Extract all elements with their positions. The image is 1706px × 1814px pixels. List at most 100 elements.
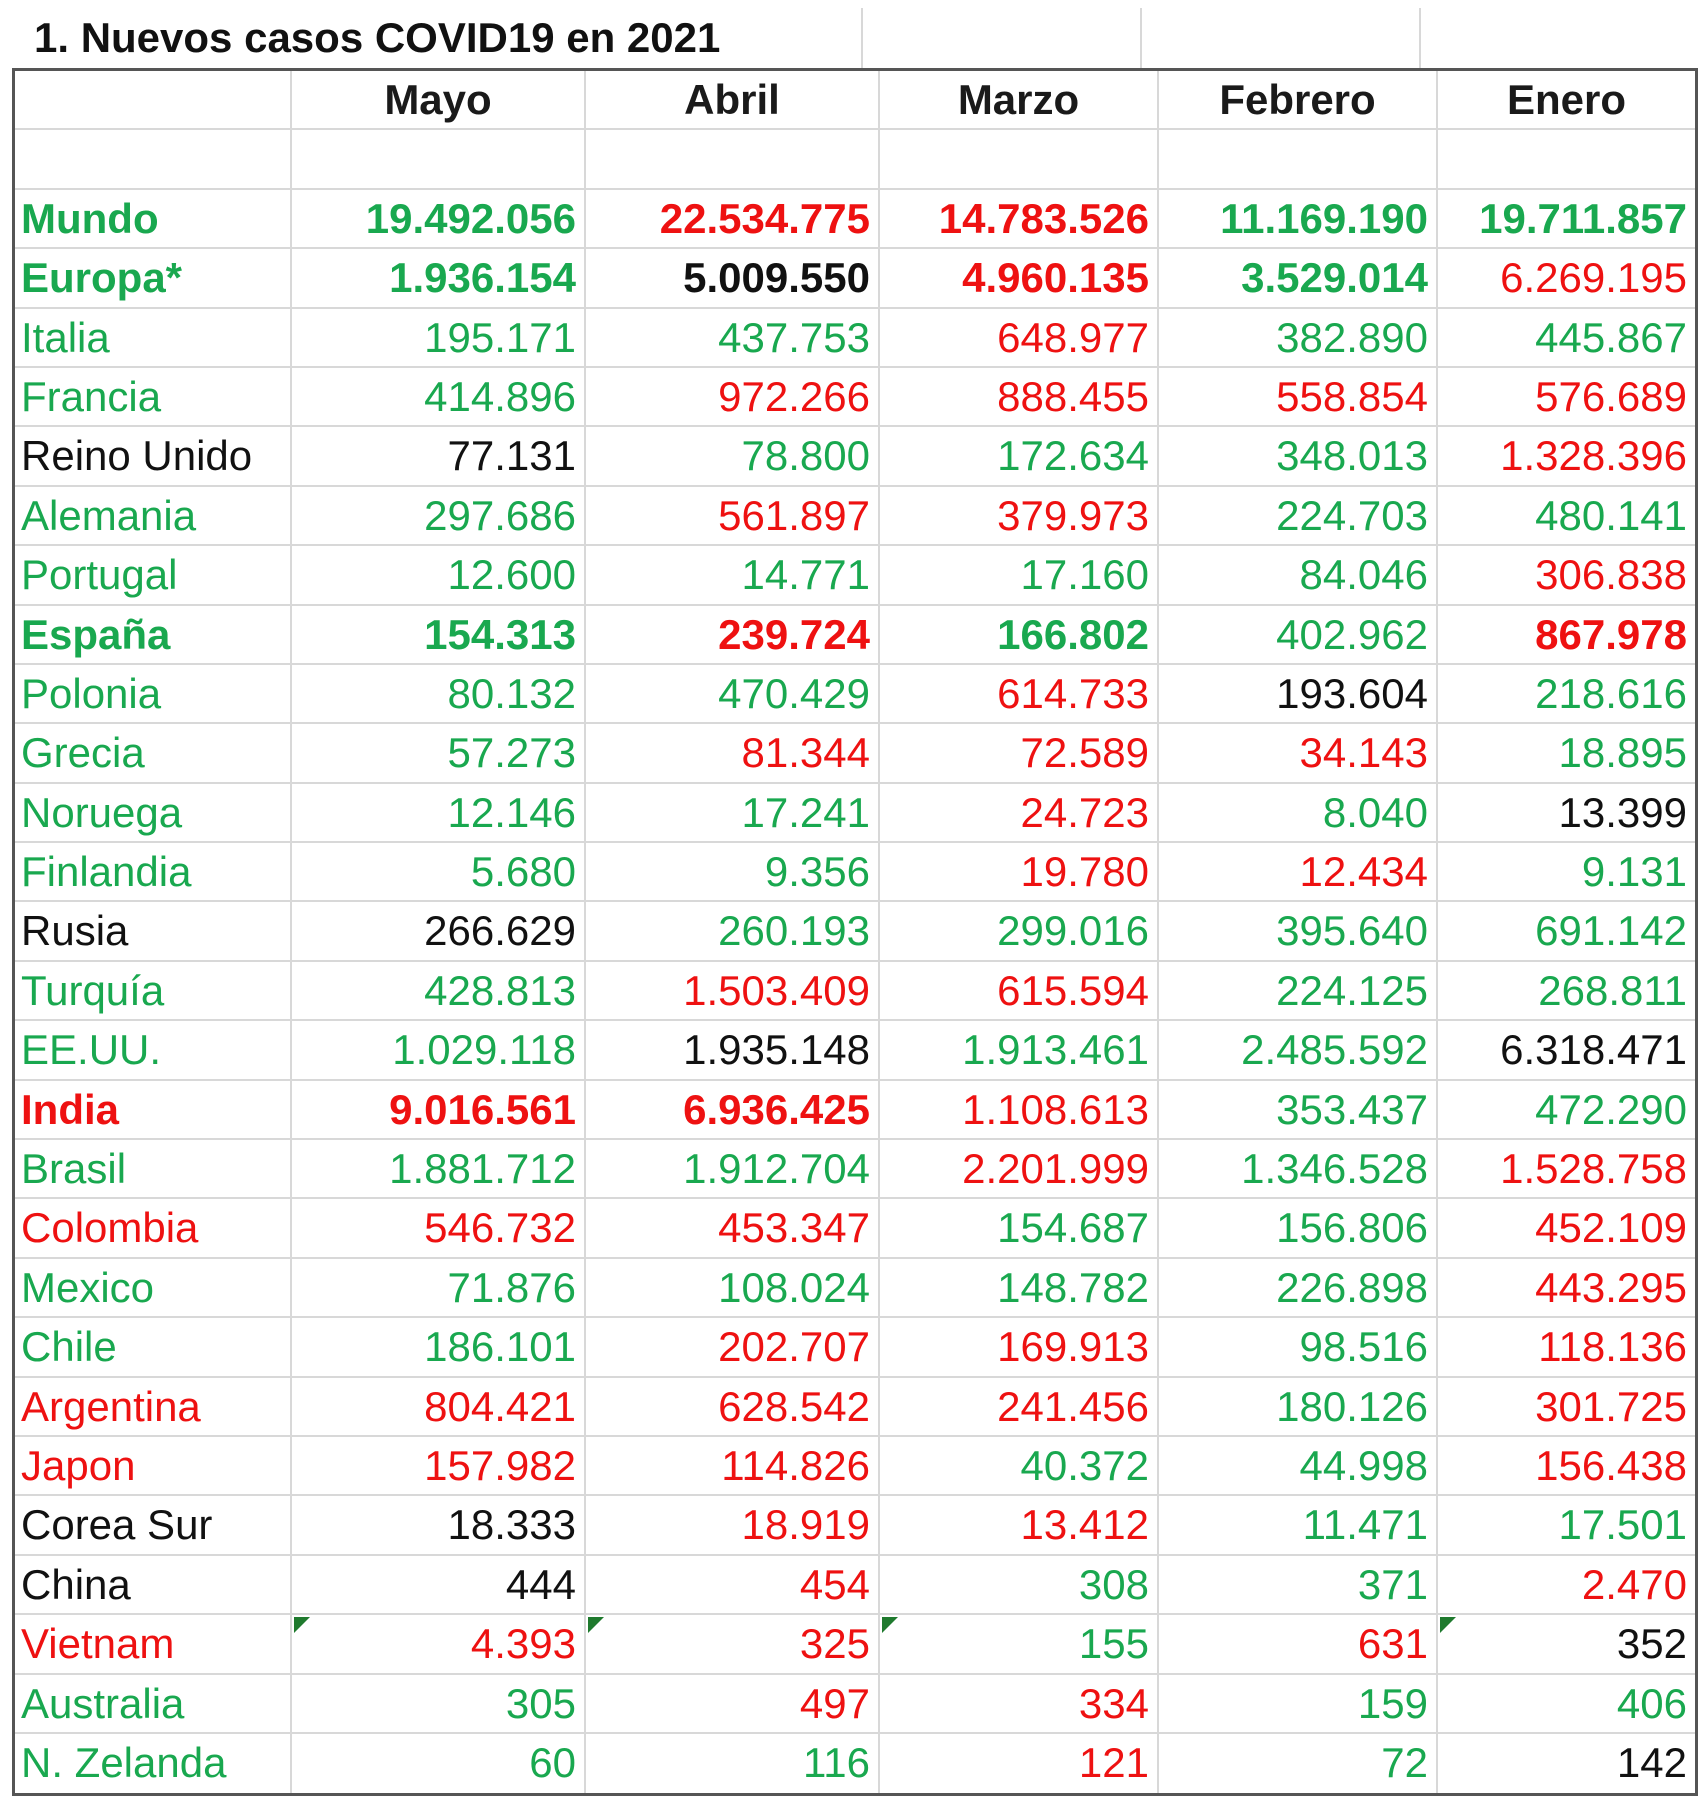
value-cell[interactable]: 44.998: [1159, 1436, 1438, 1495]
country-cell[interactable]: N. Zelanda: [15, 1733, 292, 1794]
value-cell[interactable]: 804.421: [292, 1377, 586, 1435]
value-cell[interactable]: 78.800: [586, 427, 880, 485]
column-header-enero[interactable]: Enero: [1506, 76, 1627, 123]
value-cell[interactable]: 297.686: [292, 486, 586, 545]
empty-cell[interactable]: [15, 130, 292, 188]
country-cell[interactable]: India: [15, 1080, 292, 1139]
value-cell[interactable]: 1.346.528: [1159, 1140, 1438, 1198]
value-cell[interactable]: 1.935.148: [586, 1021, 880, 1079]
value-cell[interactable]: 17.501: [1558, 1501, 1687, 1549]
value-cell[interactable]: 159: [1159, 1674, 1438, 1732]
empty-cell[interactable]: [1142, 8, 1421, 68]
country-cell[interactable]: Noruega: [15, 783, 292, 842]
value-cell[interactable]: 19.780: [880, 843, 1159, 901]
empty-cell[interactable]: [863, 8, 1142, 68]
country-cell[interactable]: Francia: [15, 367, 292, 426]
value-cell[interactable]: 470.429: [586, 664, 880, 723]
value-cell[interactable]: 614.733: [880, 664, 1159, 723]
value-cell[interactable]: 1.881.712: [292, 1140, 586, 1198]
value-cell[interactable]: 12.434: [1159, 843, 1438, 901]
value-cell[interactable]: 9.016.561: [292, 1080, 586, 1139]
value-cell[interactable]: 172.634: [880, 427, 1159, 485]
value-cell[interactable]: 379.973: [880, 486, 1159, 545]
value-cell[interactable]: 18.919: [586, 1496, 880, 1554]
value-cell[interactable]: 428.813: [292, 961, 586, 1020]
value-cell[interactable]: 3.529.014: [1159, 249, 1438, 307]
value-cell[interactable]: 17.241: [586, 783, 880, 842]
country-cell[interactable]: Finlandia: [15, 843, 292, 901]
value-cell[interactable]: 224.703: [1159, 486, 1438, 545]
value-cell[interactable]: 972.266: [586, 367, 880, 426]
value-cell[interactable]: 2.201.999: [880, 1140, 1159, 1198]
value-cell[interactable]: 301.725: [1535, 1382, 1687, 1430]
country-cell[interactable]: Alemania: [15, 486, 292, 545]
value-cell[interactable]: 691.142: [1535, 907, 1687, 955]
value-cell[interactable]: 157.982: [292, 1436, 586, 1495]
value-cell[interactable]: 352: [1438, 1615, 1695, 1672]
value-cell[interactable]: 13.399: [1558, 788, 1687, 836]
column-header-marzo[interactable]: Marzo: [880, 71, 1159, 129]
value-cell[interactable]: 5.009.550: [586, 249, 880, 307]
value-cell[interactable]: 9.131: [1581, 848, 1687, 896]
value-cell[interactable]: 17.160: [880, 546, 1159, 604]
country-cell[interactable]: EE.UU.: [15, 1021, 292, 1079]
value-cell[interactable]: 226.898: [1159, 1258, 1438, 1317]
value-cell[interactable]: 1.108.613: [880, 1080, 1159, 1139]
value-cell[interactable]: 14.783.526: [880, 189, 1159, 248]
country-cell[interactable]: Chile: [15, 1318, 292, 1376]
value-cell[interactable]: 19.711.857: [1479, 194, 1687, 242]
value-cell[interactable]: 148.782: [880, 1258, 1159, 1317]
value-cell[interactable]: 6.269.195: [1500, 254, 1687, 302]
value-cell[interactable]: 628.542: [586, 1377, 880, 1435]
value-cell[interactable]: 1.912.704: [586, 1140, 880, 1198]
country-cell[interactable]: Turquía: [15, 961, 292, 1020]
value-cell[interactable]: 1.936.154: [292, 249, 586, 307]
empty-cell[interactable]: [880, 130, 1159, 188]
value-cell[interactable]: 11.169.190: [1159, 189, 1438, 248]
value-cell[interactable]: 118.136: [1538, 1323, 1687, 1371]
value-cell[interactable]: 116: [586, 1733, 880, 1794]
value-cell[interactable]: 576.689: [1535, 372, 1687, 420]
country-cell[interactable]: Polonia: [15, 664, 292, 723]
value-cell[interactable]: 121: [880, 1733, 1159, 1794]
value-cell[interactable]: 186.101: [292, 1318, 586, 1376]
value-cell[interactable]: 202.707: [586, 1318, 880, 1376]
value-cell[interactable]: 142: [1616, 1738, 1687, 1786]
value-cell[interactable]: 631: [1159, 1615, 1438, 1673]
value-cell[interactable]: 169.913: [880, 1318, 1159, 1376]
value-cell[interactable]: 80.132: [292, 664, 586, 723]
country-cell[interactable]: Corea Sur: [15, 1496, 292, 1554]
country-cell[interactable]: Reino Unido: [15, 427, 292, 485]
value-cell[interactable]: 6.936.425: [586, 1080, 880, 1139]
value-cell[interactable]: 108.024: [586, 1258, 880, 1317]
value-cell[interactable]: 437.753: [586, 308, 880, 366]
empty-cell[interactable]: [1159, 130, 1438, 188]
value-cell[interactable]: 371: [1159, 1555, 1438, 1614]
value-cell[interactable]: 9.356: [586, 843, 880, 901]
value-cell[interactable]: 72.589: [880, 724, 1159, 782]
country-cell[interactable]: Brasil: [15, 1140, 292, 1198]
value-cell[interactable]: 561.897: [586, 486, 880, 545]
value-cell[interactable]: 414.896: [292, 367, 586, 426]
value-cell[interactable]: 260.193: [586, 902, 880, 960]
value-cell[interactable]: 406: [1616, 1679, 1687, 1727]
value-cell[interactable]: 22.534.775: [586, 189, 880, 248]
value-cell[interactable]: 445.867: [1535, 313, 1687, 361]
value-cell[interactable]: 34.143: [1159, 724, 1438, 782]
country-cell[interactable]: Mundo: [15, 189, 292, 248]
country-cell[interactable]: Argentina: [15, 1377, 292, 1435]
value-cell[interactable]: 155: [880, 1615, 1159, 1673]
value-cell[interactable]: 402.962: [1159, 605, 1438, 663]
value-cell[interactable]: 180.126: [1159, 1377, 1438, 1435]
country-cell[interactable]: China: [15, 1555, 292, 1614]
value-cell[interactable]: 241.456: [880, 1377, 1159, 1435]
sheet-title[interactable]: 1. Nuevos casos COVID19 en 2021: [12, 8, 863, 68]
empty-cell[interactable]: [586, 130, 880, 188]
country-cell[interactable]: Italia: [15, 308, 292, 366]
value-cell[interactable]: 57.273: [292, 724, 586, 782]
value-cell[interactable]: 114.826: [586, 1436, 880, 1495]
value-cell[interactable]: 71.876: [292, 1258, 586, 1317]
empty-cell[interactable]: [292, 130, 586, 188]
value-cell[interactable]: 299.016: [880, 902, 1159, 960]
value-cell[interactable]: 19.492.056: [292, 189, 586, 248]
